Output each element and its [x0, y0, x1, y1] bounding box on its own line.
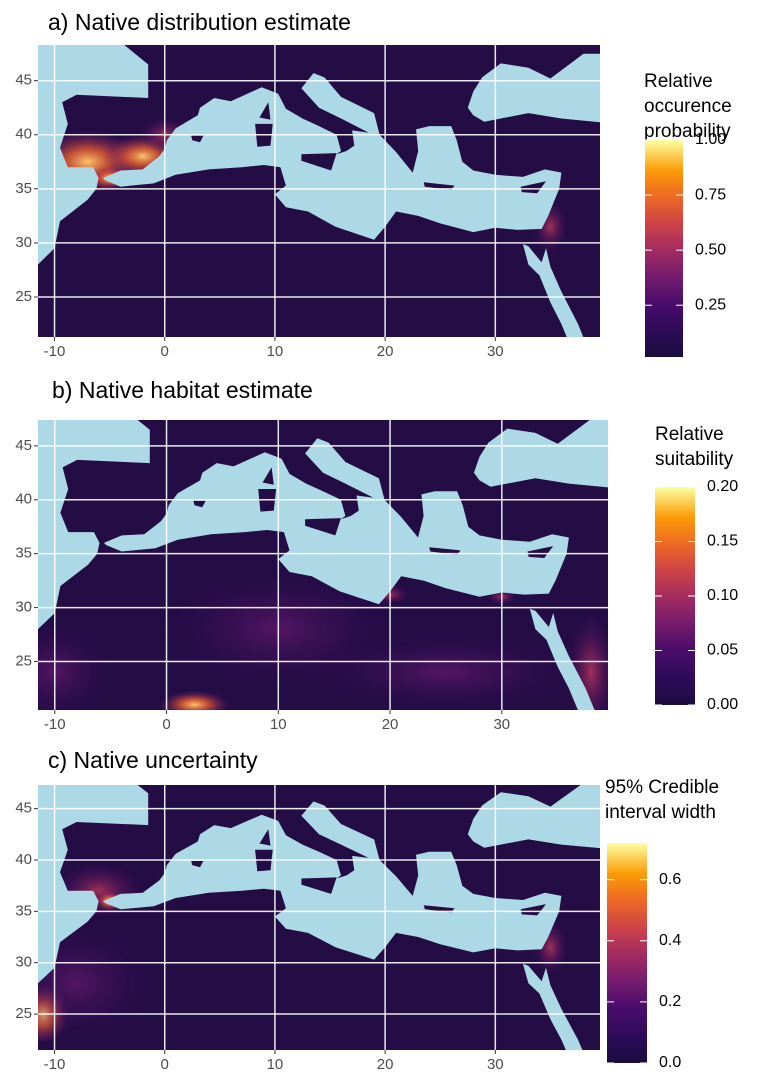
colorbar-label: 0.2 — [659, 993, 681, 1010]
map — [38, 45, 600, 337]
y-tick-label: 35 — [15, 902, 32, 919]
y-tick-label: 30 — [15, 234, 32, 251]
y-tick-label: 45 — [15, 72, 32, 89]
y-tick-label: 45 — [15, 800, 32, 817]
panel: b) Native habitat estimate -10 0 10 20 30 25 30… — [15, 377, 738, 733]
island — [259, 829, 271, 846]
y-tick-label: 35 — [15, 180, 32, 197]
sea — [522, 244, 584, 337]
colorbar-label: 0.6 — [659, 871, 681, 888]
hotspot — [159, 690, 230, 710]
island — [191, 135, 204, 143]
y-tick-label: 40 — [15, 851, 32, 868]
legend-title: Relative — [655, 424, 724, 445]
y-tick-label: 35 — [15, 545, 32, 562]
island — [527, 546, 554, 558]
map — [38, 420, 608, 710]
island — [429, 547, 461, 555]
island — [301, 877, 337, 894]
colorbar-label: 0.25 — [695, 296, 726, 313]
legend-title: probability — [644, 121, 731, 142]
legend-title: 95% Credible — [605, 777, 719, 798]
x-tick-label: 30 — [487, 1056, 504, 1073]
colorbar-label: 0.50 — [695, 241, 726, 258]
legend-title: suitability — [655, 449, 734, 470]
x-tick-label: -10 — [44, 716, 66, 733]
colorbar — [645, 140, 683, 357]
island — [305, 518, 341, 536]
y-tick-label: 25 — [15, 652, 32, 669]
y-tick-label: 45 — [15, 437, 32, 454]
sea — [467, 785, 600, 849]
colorbar-label: 0.15 — [707, 533, 738, 550]
legend-title: Relative — [644, 71, 713, 92]
x-tick-label: 20 — [382, 716, 399, 733]
sea — [38, 420, 150, 630]
x-tick-label: 30 — [493, 716, 510, 733]
panel-title: a) Native distribution estimate — [48, 9, 351, 35]
y-tick-label: 30 — [15, 954, 32, 971]
x-tick-label: 10 — [270, 716, 287, 733]
island — [423, 182, 455, 190]
y-tick-label: 40 — [15, 491, 32, 508]
sea — [529, 608, 595, 710]
colorbar-label: 0.10 — [707, 587, 738, 604]
map — [38, 785, 600, 1050]
x-tick-label: 10 — [267, 343, 284, 360]
sea — [467, 53, 600, 123]
colorbar-label: 0.4 — [659, 932, 681, 949]
panel-title: b) Native habitat estimate — [52, 377, 313, 403]
island — [262, 467, 274, 485]
sea — [38, 785, 149, 984]
island — [520, 181, 546, 194]
sea — [473, 420, 608, 488]
x-tick-label: 0 — [161, 343, 169, 360]
x-tick-label: 30 — [487, 343, 504, 360]
panel-title: c) Native uncertainty — [48, 747, 258, 773]
island — [520, 904, 546, 916]
panel: c) Native uncertainty -10 0 10 20 30 25 30 35 40 4… — [15, 747, 719, 1073]
x-tick-label: 10 — [267, 1056, 284, 1073]
x-tick-label: -10 — [44, 1056, 66, 1073]
y-tick-label: 25 — [15, 1005, 32, 1022]
island — [191, 861, 204, 868]
colorbar — [607, 843, 647, 1063]
colorbar-label: 0.05 — [707, 642, 738, 659]
x-tick-label: 20 — [377, 343, 394, 360]
hotspot — [38, 923, 157, 1044]
y-tick-label: 40 — [15, 126, 32, 143]
x-tick-label: 0 — [161, 1056, 169, 1073]
y-tick-label: 30 — [15, 599, 32, 616]
island — [259, 102, 271, 120]
y-tick-label: 25 — [15, 288, 32, 305]
x-tick-label: 20 — [377, 1056, 394, 1073]
colorbar-label: 0.00 — [707, 696, 738, 713]
colorbar-label: 1.00 — [695, 131, 726, 148]
colorbar-label: 0.20 — [707, 478, 738, 495]
legend-title: interval width — [605, 802, 716, 823]
x-tick-label: 0 — [162, 716, 170, 733]
panel: a) Native distribution estimate -10 0 10 20 3… — [15, 9, 732, 360]
island — [301, 153, 337, 171]
island — [193, 500, 206, 508]
legend-title: occurence — [644, 96, 732, 117]
x-tick-label: -10 — [44, 343, 66, 360]
colorbar-label: 0.0 — [659, 1054, 681, 1071]
hotspot — [38, 622, 115, 710]
sea — [38, 45, 149, 265]
colorbar-label: 0.75 — [695, 186, 726, 203]
sea — [522, 963, 583, 1050]
